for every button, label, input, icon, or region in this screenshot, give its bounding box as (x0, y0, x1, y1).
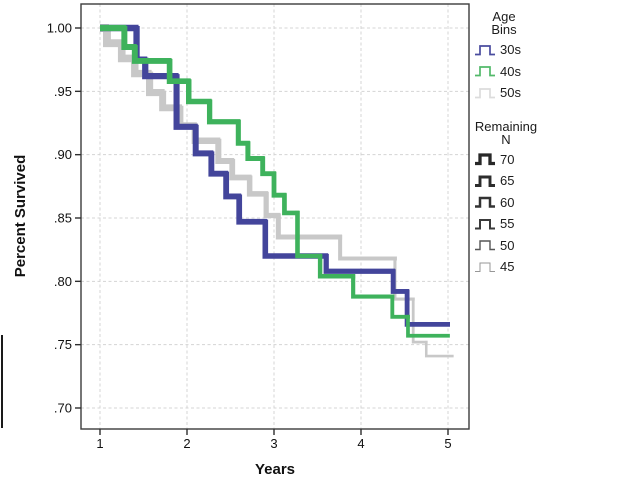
curve-40s (100, 24, 450, 338)
age-bin-item-50s: 50s (474, 82, 584, 104)
plot-border (80, 3, 470, 430)
survival-curves (100, 24, 454, 358)
age-bin-label: 30s (500, 42, 521, 58)
x-tick-label: 3 (270, 436, 277, 451)
step-line-swatch-icon (475, 44, 495, 56)
step-line-swatch-icon (475, 240, 495, 251)
curve-segment-30s (173, 74, 198, 130)
remaining-n-item-65: 65 (474, 170, 584, 192)
curve-segment-30s (192, 124, 214, 157)
step-line-swatch-icon (475, 262, 495, 272)
y-axis-title: Percent Survived (12, 154, 29, 278)
curve-segment-40s (206, 99, 241, 125)
curve-segment-40s (406, 314, 450, 338)
x-tick-label: 1 (96, 436, 103, 451)
x-tick-label: 4 (357, 436, 364, 451)
remaining-n-item-55: 55 (474, 213, 584, 235)
age-bins-legend-title: Age Bins (478, 10, 530, 36)
curve-segment-40s (131, 44, 172, 64)
remaining-n-label: 65 (500, 173, 515, 189)
remaining-n-title-line1: Remaining (474, 118, 538, 134)
curve-segment-30s (223, 171, 242, 200)
step-line-swatch-icon (475, 87, 495, 99)
y-tick-label: .75 (54, 337, 72, 352)
curve-segment-40s (166, 58, 191, 85)
curve-segment-30s (390, 269, 410, 294)
curve-segment-50s (263, 191, 281, 219)
curve-segment-30s (133, 26, 148, 63)
remaining-n-item-50: 50 (474, 235, 584, 257)
curve-segment-30s (208, 151, 229, 177)
curve-segment-40s (235, 119, 250, 146)
remaining-n-item-45: 45 (474, 256, 584, 278)
age-bin-label: 40s (500, 63, 521, 79)
remaining-n-title-line2: N (501, 131, 511, 147)
step-line-swatch-icon (475, 66, 495, 77)
axes: 1.00 .95 .90 .85 .80 .75 .70 1 2 3 4 5 (47, 21, 452, 452)
remaining-n-item-70: 70 (474, 149, 584, 171)
remaining-n-legend-items: 70 65 60 55 50 45 (474, 149, 584, 278)
curve-segment-50s (229, 158, 252, 181)
age-bins-title-line1: Age (492, 9, 516, 24)
curve-segment-40s (351, 274, 395, 299)
step-line-swatch-icon (475, 175, 495, 187)
x-tick-label: 2 (183, 436, 190, 451)
output-frame-edge (1, 335, 3, 428)
step-line-swatch-icon (475, 218, 495, 230)
remaining-n-item-60: 60 (474, 192, 584, 214)
step-line-swatch-icon (475, 153, 495, 166)
remaining-n-label: 50 (500, 237, 515, 253)
curve-segment-40s (260, 156, 276, 177)
curve-segment-30s (323, 253, 396, 274)
y-tick-label: .70 (54, 400, 72, 415)
age-bin-item-40s: 40s (474, 61, 584, 83)
curve-segment-50s (246, 175, 269, 197)
age-bins-title-line2: Bins (491, 22, 517, 37)
curve-segment-50s (411, 297, 428, 344)
y-tick-label: .90 (54, 147, 72, 162)
curve-segment-40s (317, 253, 356, 279)
y-tick-label: .85 (54, 210, 72, 225)
y-tick-label: .80 (54, 274, 72, 289)
curve-segment-40s (185, 79, 212, 105)
age-bin-item-30s: 30s (474, 39, 584, 61)
legend-panel: Age Bins 30s 40s 50s Remaining N 70 65 60 55 5… (474, 10, 584, 278)
age-bins-legend-items: 30s 40s 50s (474, 39, 584, 104)
curve-segment-40s (390, 294, 410, 319)
curve-segment-50s (215, 138, 235, 165)
curve-segment-50s (176, 105, 197, 129)
curve-segment-40s (295, 210, 323, 259)
curve-segment-40s (271, 171, 287, 198)
y-tick-label: 1.00 (47, 21, 72, 36)
curve-segment-50s (275, 213, 343, 240)
remaining-n-label: 55 (500, 216, 515, 232)
curve-segment-50s (424, 340, 454, 358)
curve-segment-30s (236, 194, 268, 225)
step-line-swatch-icon (475, 197, 495, 208)
remaining-n-label: 70 (500, 151, 515, 167)
curve-segment-40s (282, 193, 300, 216)
curve-segment-40s (245, 141, 265, 161)
remaining-n-label: 45 (500, 259, 515, 275)
remaining-n-legend-title: Remaining N (470, 120, 542, 146)
x-axis-title: Years (254, 461, 296, 478)
curve-segment-50s (338, 235, 397, 261)
y-tick-label: .95 (54, 84, 72, 99)
x-tick-label: 5 (444, 436, 451, 451)
remaining-n-label: 60 (500, 194, 515, 210)
age-bin-label: 50s (500, 85, 521, 101)
